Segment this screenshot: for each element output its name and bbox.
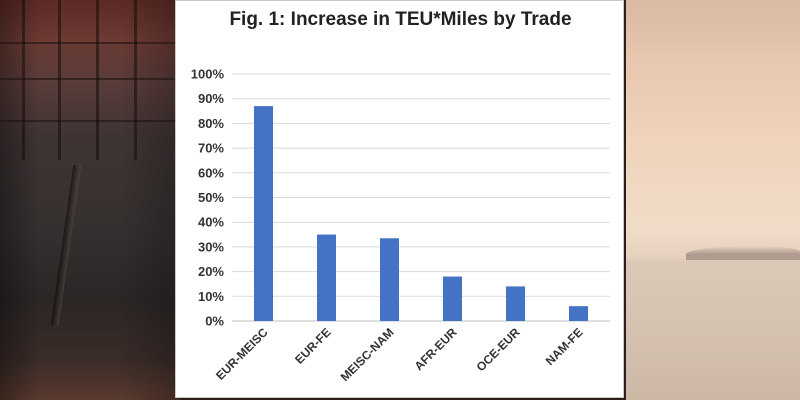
bar <box>317 234 336 321</box>
chart-title: Fig. 1: Increase in TEU*Miles by Trade <box>229 9 572 30</box>
sea-sunset-background <box>626 0 800 400</box>
x-category-label: OCE-EUR <box>474 325 523 374</box>
x-category-label: EUR-FE <box>292 325 333 366</box>
y-tick-label: 70% <box>198 141 224 156</box>
bar <box>569 306 588 321</box>
bar <box>443 276 462 321</box>
y-tick-label: 50% <box>198 190 224 205</box>
y-tick-label: 40% <box>198 215 224 230</box>
y-tick-label: 80% <box>198 116 224 131</box>
bar-chart: 0% 10% 20% 30% 40% 50% 60% 70% 80% 90% 100% EUR-MEI… <box>191 67 610 384</box>
x-category-label: MEISC-NAM <box>338 325 397 384</box>
y-tick-label: 100% <box>191 67 225 82</box>
y-tick-label: 60% <box>198 165 224 180</box>
x-category-label: AFR-EUR <box>412 325 460 373</box>
y-tick-label: 10% <box>198 289 224 304</box>
chart-panel: Fig. 1: Increase in TEU*Miles by Trade 0… <box>175 0 624 398</box>
bar <box>506 286 525 321</box>
ship-hull-background <box>0 0 180 400</box>
y-tick-label: 30% <box>198 239 224 254</box>
y-tick-label: 90% <box>198 91 224 106</box>
x-category-label: NAM-FE <box>543 325 586 368</box>
bar <box>380 238 399 321</box>
y-tick-label: 20% <box>198 264 224 279</box>
y-tick-label: 0% <box>205 314 224 329</box>
x-category-label: EUR-MEISC <box>213 325 271 383</box>
bar <box>254 106 273 321</box>
